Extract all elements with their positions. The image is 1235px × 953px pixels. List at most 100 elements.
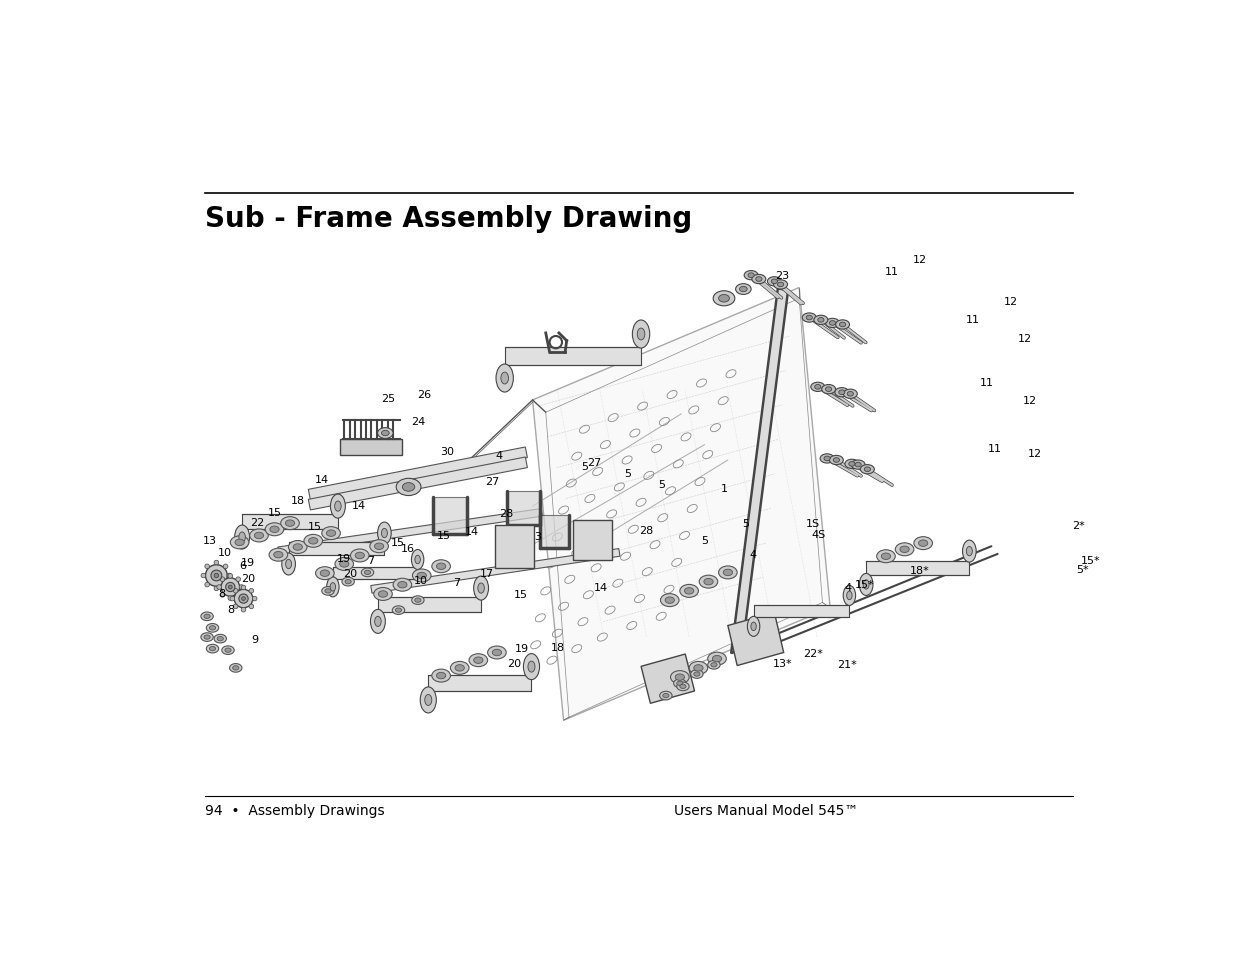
Text: 12: 12 [1023, 395, 1037, 406]
Circle shape [241, 585, 246, 590]
Ellipse shape [436, 673, 446, 679]
Circle shape [201, 574, 206, 578]
Ellipse shape [370, 610, 385, 634]
Text: Sub - Frame Assembly Drawing: Sub - Frame Assembly Drawing [205, 205, 692, 233]
Ellipse shape [844, 586, 856, 606]
Circle shape [233, 604, 238, 609]
Ellipse shape [374, 543, 384, 550]
Ellipse shape [825, 319, 840, 328]
Text: 12: 12 [913, 254, 927, 265]
Ellipse shape [847, 592, 852, 600]
Ellipse shape [322, 587, 335, 596]
Ellipse shape [864, 467, 871, 472]
Polygon shape [433, 497, 468, 535]
Circle shape [227, 574, 232, 578]
Ellipse shape [232, 666, 238, 670]
Text: 7: 7 [367, 556, 374, 565]
Ellipse shape [736, 284, 751, 295]
Text: 19: 19 [515, 643, 529, 654]
Ellipse shape [666, 598, 674, 603]
Ellipse shape [356, 553, 364, 559]
Ellipse shape [699, 576, 718, 589]
Ellipse shape [844, 390, 857, 399]
Ellipse shape [824, 456, 830, 461]
Text: 11: 11 [981, 377, 994, 387]
Ellipse shape [752, 275, 766, 284]
Polygon shape [242, 515, 338, 530]
Text: 18: 18 [291, 496, 305, 505]
Text: 22: 22 [249, 517, 264, 527]
Ellipse shape [340, 561, 350, 568]
Ellipse shape [293, 544, 303, 551]
Ellipse shape [420, 687, 436, 713]
Ellipse shape [285, 520, 295, 527]
Ellipse shape [225, 648, 231, 653]
Circle shape [228, 574, 232, 578]
Ellipse shape [330, 583, 336, 592]
Ellipse shape [848, 462, 855, 467]
Text: 27: 27 [588, 458, 601, 468]
Circle shape [241, 608, 246, 613]
Ellipse shape [690, 670, 703, 679]
Polygon shape [753, 605, 850, 618]
Text: 1: 1 [720, 483, 727, 494]
Ellipse shape [772, 280, 778, 284]
Ellipse shape [851, 460, 864, 470]
Ellipse shape [469, 654, 488, 667]
Ellipse shape [238, 533, 246, 542]
Text: 28: 28 [640, 525, 653, 536]
Ellipse shape [322, 527, 341, 540]
Text: 19: 19 [337, 554, 351, 563]
Ellipse shape [254, 533, 263, 539]
Ellipse shape [820, 455, 834, 463]
Ellipse shape [320, 570, 330, 577]
Ellipse shape [474, 577, 489, 600]
Ellipse shape [724, 570, 732, 576]
Text: 12: 12 [1028, 448, 1042, 458]
Ellipse shape [369, 540, 389, 553]
Circle shape [205, 582, 210, 587]
Ellipse shape [659, 692, 672, 700]
Ellipse shape [803, 314, 816, 323]
Ellipse shape [694, 665, 703, 672]
Ellipse shape [378, 522, 391, 544]
Ellipse shape [382, 529, 388, 538]
Circle shape [226, 583, 235, 592]
Text: 8: 8 [217, 589, 225, 598]
Ellipse shape [496, 365, 514, 393]
Ellipse shape [847, 392, 853, 396]
Polygon shape [289, 542, 384, 556]
Ellipse shape [704, 578, 713, 585]
Text: 25: 25 [380, 395, 395, 404]
Ellipse shape [230, 664, 242, 673]
Text: 19: 19 [241, 557, 256, 567]
Text: 21*: 21* [837, 659, 857, 670]
Circle shape [214, 586, 219, 591]
Ellipse shape [713, 656, 721, 662]
Text: 10: 10 [414, 576, 427, 585]
Ellipse shape [689, 661, 708, 675]
Ellipse shape [493, 650, 501, 656]
Text: 18*: 18* [910, 566, 930, 576]
Ellipse shape [331, 495, 346, 518]
Circle shape [230, 597, 235, 601]
Ellipse shape [393, 578, 411, 592]
Ellipse shape [962, 540, 976, 562]
Ellipse shape [882, 554, 890, 559]
Ellipse shape [747, 617, 760, 637]
Text: 5: 5 [742, 518, 750, 529]
Text: 13*: 13* [772, 659, 792, 668]
Text: 11: 11 [966, 314, 979, 325]
Ellipse shape [285, 559, 291, 569]
Circle shape [224, 564, 228, 569]
Text: 11: 11 [988, 443, 1002, 454]
Ellipse shape [342, 578, 354, 586]
Circle shape [233, 589, 238, 594]
Ellipse shape [835, 388, 848, 397]
Ellipse shape [364, 571, 370, 575]
Ellipse shape [415, 598, 421, 602]
Ellipse shape [204, 636, 210, 639]
Ellipse shape [417, 573, 426, 579]
Circle shape [205, 564, 210, 569]
Text: 11: 11 [884, 267, 898, 277]
